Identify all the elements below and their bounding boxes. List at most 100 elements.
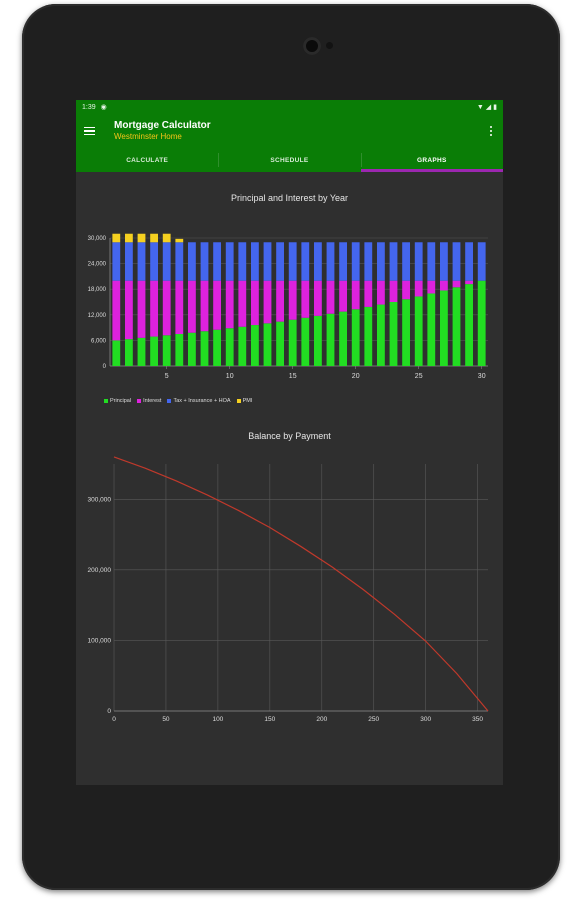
bar-segment [427, 242, 436, 281]
bar-segment [452, 242, 461, 281]
bar-segment [213, 329, 222, 366]
status-time: 1:39 [82, 103, 96, 111]
front-camera [303, 37, 321, 55]
bar-segment [276, 280, 285, 322]
bar-segment [414, 242, 423, 281]
bar-segment [187, 332, 196, 366]
tab-calculate[interactable]: CALCULATE [126, 156, 169, 164]
app-screen: 1:39 ◉ ▼ ◢ ▮ Mortgage Calculator Westmin… [76, 100, 503, 785]
bar-segment [150, 233, 159, 243]
line-x-tick: 0 [112, 716, 116, 723]
bar-y-tick: 12,000 [88, 313, 107, 319]
bar-segment [263, 280, 272, 324]
bar-chart-title: Principal and Interest by Year [230, 193, 349, 203]
bar-segment [414, 296, 423, 366]
bar-segment [137, 242, 146, 281]
bar-x-tick: 5 [165, 373, 169, 380]
app-subtitle: Westminster Home [114, 132, 182, 141]
signal-icon: ◢ [485, 104, 492, 111]
line-y-tick: 200,000 [88, 567, 112, 574]
overflow-menu-icon[interactable] [487, 124, 495, 138]
legend-swatch [104, 399, 108, 403]
bar-segment [389, 302, 398, 366]
bar-segment [465, 280, 474, 285]
bar-segment [389, 280, 398, 302]
bar-segment [326, 313, 335, 366]
bar-x-tick: 30 [478, 373, 486, 380]
bar-segment [213, 242, 222, 281]
bar-segment [301, 317, 310, 366]
bar-segment [402, 242, 411, 281]
bar-segment [339, 280, 348, 312]
bar-segment [225, 328, 234, 366]
legend-swatch [137, 399, 142, 403]
bar-segment [477, 280, 486, 366]
bar-segment [200, 331, 209, 366]
line-x-tick: 200 [316, 716, 327, 723]
bar-segment [124, 339, 133, 366]
bar-segment [250, 242, 259, 281]
bar-segment [313, 280, 322, 316]
bar-segment [124, 280, 133, 340]
bar-segment [276, 242, 285, 281]
bar-segment [187, 242, 196, 281]
bar-segment [301, 280, 310, 318]
bar-segment [452, 280, 461, 288]
line-y-tick: 100,000 [88, 637, 112, 644]
bar-segment [326, 242, 335, 281]
bar-segment [351, 242, 360, 281]
notification-icon: ◉ [100, 104, 107, 111]
battery-icon: ▮ [493, 104, 497, 111]
status-bar: 1:39 ◉ ▼ ◢ ▮ [76, 100, 503, 114]
bar-segment [175, 238, 184, 243]
bar-segment [339, 242, 348, 281]
bar-segment [402, 280, 411, 300]
bar-segment [112, 340, 121, 366]
bar-segment [124, 242, 133, 281]
line-x-tick: 50 [162, 716, 170, 723]
hamburger-menu-icon[interactable] [84, 124, 98, 138]
bar-segment [175, 242, 184, 281]
bar-segment [402, 299, 411, 366]
bar-segment [150, 242, 159, 281]
tab-schedule[interactable]: SCHEDULE [218, 148, 360, 172]
bar-chart-legend: Principal Interest Tax + Insurance + HOA PM… [104, 398, 252, 404]
bar-segment [225, 280, 234, 329]
bar-segment [465, 284, 474, 366]
bar-segment [200, 280, 209, 332]
bar-segment [175, 280, 184, 334]
bar-y-tick: 6,000 [91, 338, 107, 344]
bar-segment [414, 280, 423, 297]
bar-segment [187, 280, 196, 333]
bar-segment [150, 280, 159, 337]
app-title: Mortgage Calculator [114, 120, 211, 131]
graphs-content: Principal and Interest by Year 0 6,000 12,… [76, 172, 503, 785]
bar-segment [162, 233, 171, 243]
tab-graphs[interactable]: GRAPHS [360, 148, 503, 172]
line-x-tick: 300 [420, 716, 431, 723]
bar-segment [225, 242, 234, 281]
line-y-tick: 0 [107, 708, 111, 715]
bar-segment [276, 321, 285, 366]
bar-segment [313, 315, 322, 366]
bar-x-tick: 10 [226, 373, 234, 380]
app-bar: Mortgage Calculator Westminster Home [76, 114, 503, 148]
legend-label: Interest [143, 398, 162, 404]
bar-segment [250, 325, 259, 366]
bar-segment [465, 242, 474, 281]
bar-segment [250, 280, 259, 326]
bar-x-tick: 20 [352, 373, 360, 380]
bar-segment [427, 280, 436, 294]
bar-segment [112, 242, 121, 281]
stacked-bar-chart: 0 6,000 12,000 18,000 24,000 30,000 5 10 15 20 25 3… [88, 233, 488, 380]
line-x-tick: 350 [472, 716, 483, 723]
bar-segment [288, 242, 297, 281]
tab-bar: CALCULATE SCHEDULE GRAPHS [76, 148, 503, 172]
bar-segment [376, 242, 385, 281]
bar-segment [351, 309, 360, 366]
bar-segment [288, 280, 297, 320]
bar-x-tick: 25 [415, 373, 423, 380]
bar-segment [313, 242, 322, 281]
camera-sensor [326, 42, 333, 49]
legend-swatch [236, 399, 241, 403]
